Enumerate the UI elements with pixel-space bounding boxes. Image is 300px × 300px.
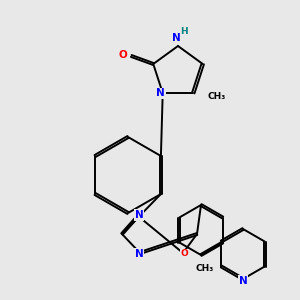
Text: CH₃: CH₃ [195, 264, 213, 273]
Text: N: N [135, 249, 143, 259]
Text: N: N [135, 210, 143, 220]
Text: N: N [238, 276, 247, 286]
Text: O: O [180, 250, 188, 259]
Text: CH₃: CH₃ [207, 92, 226, 100]
Text: O: O [119, 50, 128, 60]
Text: N: N [156, 88, 165, 98]
Text: H: H [180, 28, 188, 37]
Text: N: N [172, 33, 180, 43]
